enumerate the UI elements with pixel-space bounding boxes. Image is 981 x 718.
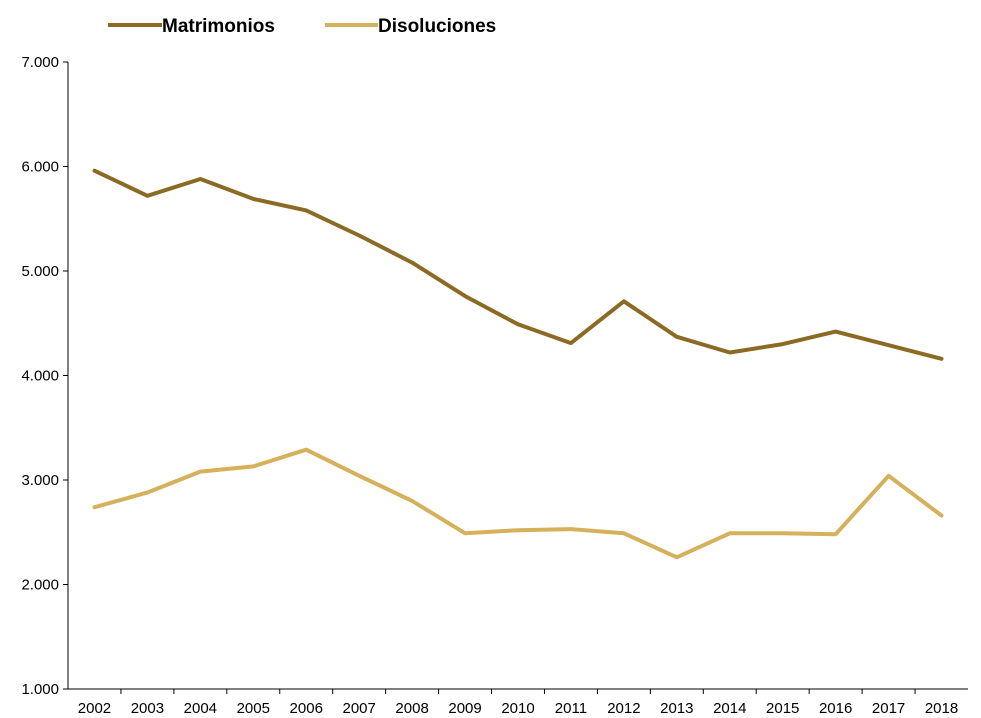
y-tick-label: 7.000 <box>21 54 59 71</box>
series-layer <box>92 168 944 560</box>
y-tick-label: 5.000 <box>21 263 59 280</box>
series-line-disoluciones <box>92 447 944 560</box>
y-axis-ticks: 1.000 2.000 3.000 4.000 5.000 6.000 7.000 <box>21 54 68 698</box>
y-tick-label: 6.000 <box>21 159 59 176</box>
x-tick-label: 2018 <box>925 700 958 717</box>
x-tick-label: 2008 <box>395 700 428 717</box>
x-tick-label: 2004 <box>184 700 217 717</box>
x-tick-label: 2015 <box>766 700 799 717</box>
x-tick-label: 2010 <box>501 700 534 717</box>
x-tick-label: 2014 <box>713 700 746 717</box>
x-tick-label: 2017 <box>872 700 905 717</box>
x-tick-label: 2009 <box>448 700 481 717</box>
x-tick-label: 2011 <box>555 700 587 717</box>
x-tick-label: 2007 <box>342 700 375 717</box>
x-tick-label: 2002 <box>78 700 111 717</box>
y-tick-label: 4.000 <box>21 368 59 385</box>
y-tick-label: 1.000 <box>21 681 59 698</box>
x-tick-label: 2013 <box>660 700 693 717</box>
x-tick-label: 2016 <box>819 700 852 717</box>
x-tick-label: 2012 <box>607 700 640 717</box>
legend-label-disoluciones: Disoluciones <box>378 16 496 37</box>
legend-label-matrimonios: Matrimonios <box>162 16 275 37</box>
series-line-matrimonios <box>92 168 944 361</box>
x-tick-label: 2006 <box>290 700 323 717</box>
x-tick-label: 2003 <box>131 700 164 717</box>
x-axis-ticks: 2002 2003 2004 2005 2006 2007 2008 2009 2010 2011… <box>78 689 958 717</box>
legend: Matrimonios Disoluciones <box>108 16 496 37</box>
x-tick-label: 2005 <box>237 700 270 717</box>
y-tick-label: 2.000 <box>21 577 59 594</box>
y-tick-label: 3.000 <box>21 472 59 489</box>
